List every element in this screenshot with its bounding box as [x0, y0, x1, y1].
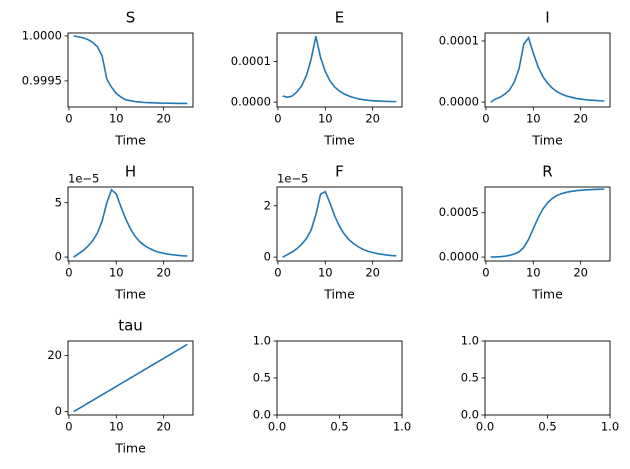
- axes-frame: [67, 32, 194, 108]
- x-tick-label: 10: [109, 266, 124, 280]
- axes-frame: [276, 32, 403, 108]
- x-axis-label: Time: [323, 287, 355, 302]
- data-line: [73, 343, 188, 413]
- y-tick-label: 0.0: [461, 408, 479, 422]
- y-tick-label: 0.5: [253, 371, 271, 385]
- x-tick-label: 0: [65, 420, 72, 434]
- y-tick-label: 0: [264, 250, 271, 264]
- data-line: [282, 36, 397, 103]
- x-tick-label: 0.0: [268, 420, 286, 434]
- x-tick-label: 10: [526, 266, 541, 280]
- axes-title: F: [335, 163, 344, 181]
- axes-frame: [67, 340, 194, 416]
- y-tick-label: 0.0000: [439, 250, 479, 264]
- axes-title: H: [125, 163, 136, 181]
- x-axis-label: Time: [531, 287, 563, 302]
- axes-frame: [276, 340, 403, 416]
- y-tick-label: 0: [55, 404, 62, 418]
- data-line: [73, 35, 188, 105]
- axes-title: R: [542, 163, 552, 181]
- axes-title: E: [335, 9, 344, 27]
- x-tick-label: 20: [156, 266, 171, 280]
- x-tick-label: 20: [573, 266, 588, 280]
- x-tick-label: 0: [274, 266, 281, 280]
- y-tick-label: 0.0005: [439, 205, 479, 219]
- x-tick-label: 0.0: [476, 420, 494, 434]
- y-offset-label: 1e−5: [68, 172, 99, 186]
- y-tick-label: 20: [47, 348, 62, 362]
- x-axis-label: Time: [531, 133, 563, 148]
- x-tick-label: 20: [156, 112, 171, 126]
- y-tick-label: 0.0001: [231, 54, 271, 68]
- y-tick-label: 1.0: [461, 334, 479, 348]
- axes-frame: [484, 32, 611, 108]
- y-tick-label: 0.0000: [439, 95, 479, 109]
- data-line: [490, 188, 605, 258]
- x-tick-label: 20: [156, 420, 171, 434]
- y-tick-label: 1.0: [253, 334, 271, 348]
- x-tick-label: 10: [109, 420, 124, 434]
- axes-title: tau: [118, 317, 143, 335]
- x-axis-label: Time: [114, 133, 146, 148]
- x-axis-label: Time: [323, 133, 355, 148]
- data-line: [490, 36, 605, 103]
- x-tick-label: 0: [65, 266, 72, 280]
- x-tick-label: 10: [318, 266, 333, 280]
- axes-frame: [67, 186, 194, 262]
- y-tick-label: 1.0000: [22, 28, 62, 42]
- y-tick-label: 0.9995: [22, 73, 62, 87]
- axes-frame: [484, 186, 611, 262]
- axes-frame: [484, 340, 611, 416]
- x-tick-label: 0.5: [330, 420, 348, 434]
- x-tick-label: 0: [482, 266, 489, 280]
- x-axis-label: Time: [114, 441, 146, 456]
- data-line: [282, 190, 397, 258]
- y-tick-label: 0.0000: [231, 95, 271, 109]
- y-offset-label: 1e−5: [277, 172, 308, 186]
- x-tick-label: 10: [109, 112, 124, 126]
- x-tick-label: 10: [526, 112, 541, 126]
- x-tick-label: 10: [318, 112, 333, 126]
- x-tick-label: 20: [365, 266, 380, 280]
- y-tick-label: 0.0001: [439, 33, 479, 47]
- axes-title: S: [126, 9, 136, 27]
- x-tick-label: 1.0: [601, 420, 619, 434]
- x-axis-label: Time: [114, 287, 146, 302]
- axes-title: I: [545, 9, 549, 27]
- y-tick-label: 0.0: [253, 408, 271, 422]
- y-tick-label: 0.5: [461, 371, 479, 385]
- data-line: [73, 188, 188, 258]
- x-tick-label: 0: [65, 112, 72, 126]
- x-tick-label: 20: [573, 112, 588, 126]
- x-tick-label: 20: [365, 112, 380, 126]
- y-tick-label: 0: [55, 250, 62, 264]
- axes-frame: [276, 186, 403, 262]
- y-tick-label: 2: [264, 198, 271, 212]
- x-tick-label: 0: [274, 112, 281, 126]
- y-tick-label: 5: [55, 195, 62, 209]
- x-tick-label: 0.5: [538, 420, 556, 434]
- x-tick-label: 0: [482, 112, 489, 126]
- x-tick-label: 1.0: [393, 420, 411, 434]
